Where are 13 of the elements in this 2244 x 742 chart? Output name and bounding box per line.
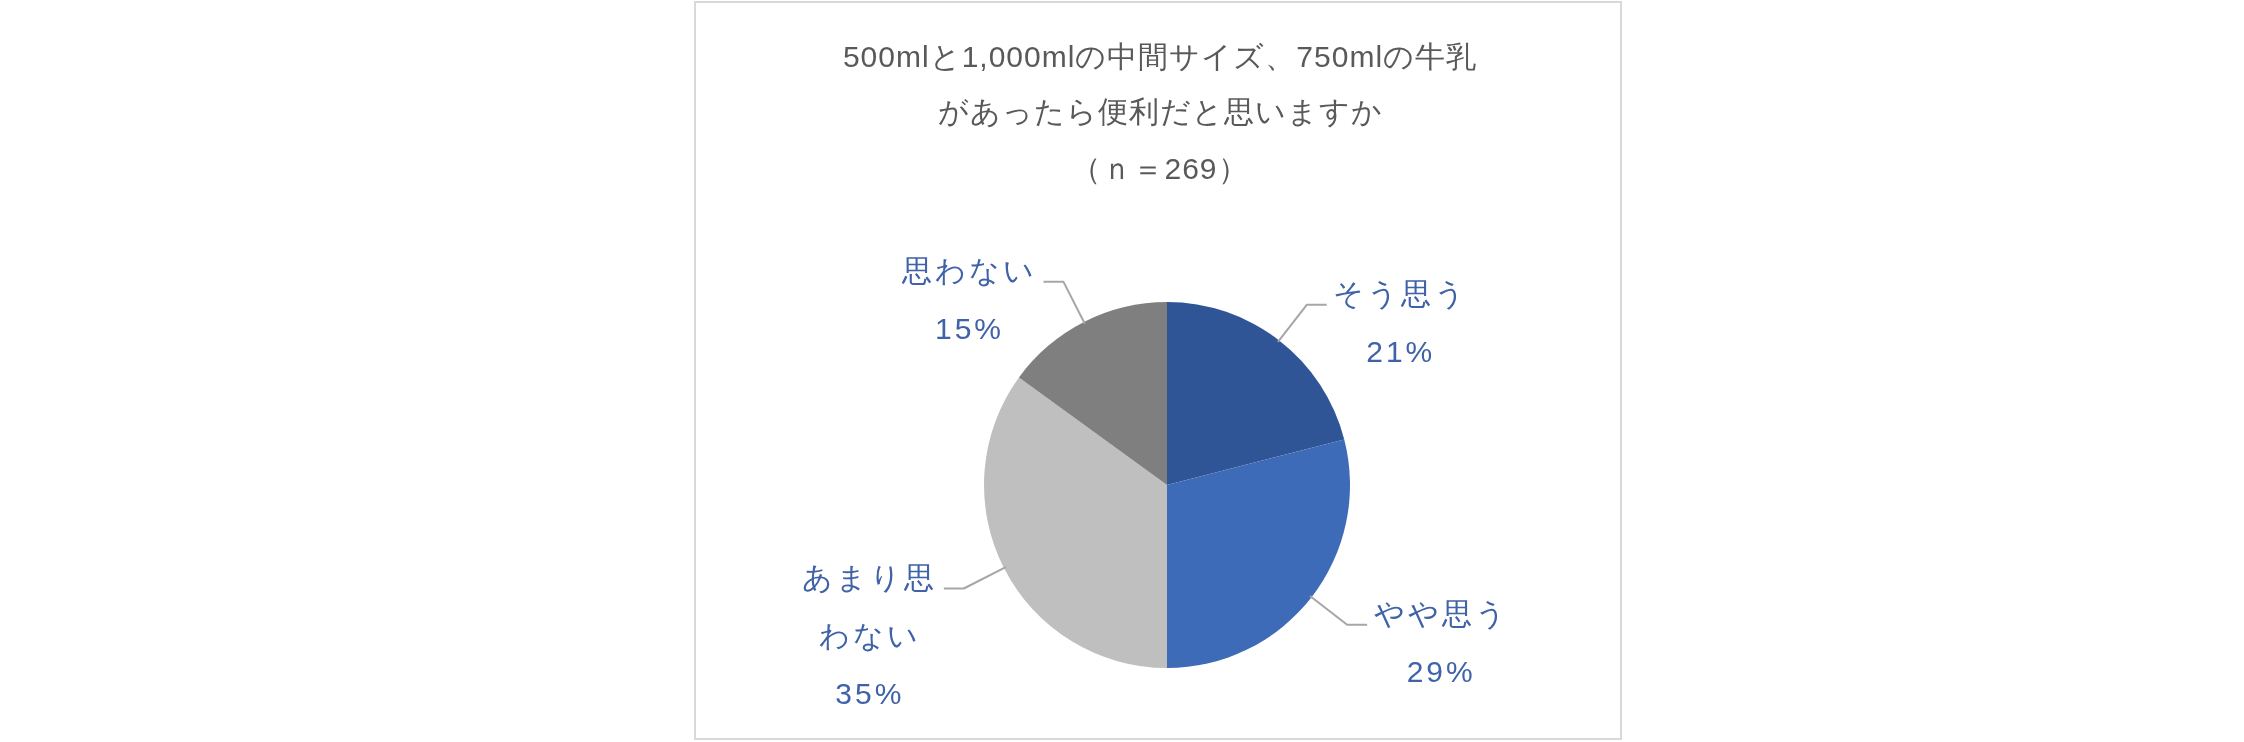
- data-label: 29%: [1406, 654, 1476, 688]
- chart-subtitle: （ｎ＝269）: [1070, 151, 1250, 187]
- chart-title: 500mlと1,000mlの中間サイズ、750mlの牛乳があったら便利だと思いますか: [841, 39, 1479, 130]
- slice-label: 思わない: [900, 253, 1037, 287]
- slice-label: そう思う: [1333, 276, 1469, 310]
- data-label: 35%: [835, 676, 905, 710]
- pie-slice: [984, 377, 1167, 668]
- pie-slice: [1167, 439, 1350, 668]
- data-label: 15%: [934, 311, 1005, 345]
- pie-slice: [1018, 302, 1167, 485]
- slice-label: やや思う: [1373, 596, 1509, 630]
- data-label: 21%: [1366, 334, 1436, 368]
- slice-label: あまり思わない: [802, 560, 938, 652]
